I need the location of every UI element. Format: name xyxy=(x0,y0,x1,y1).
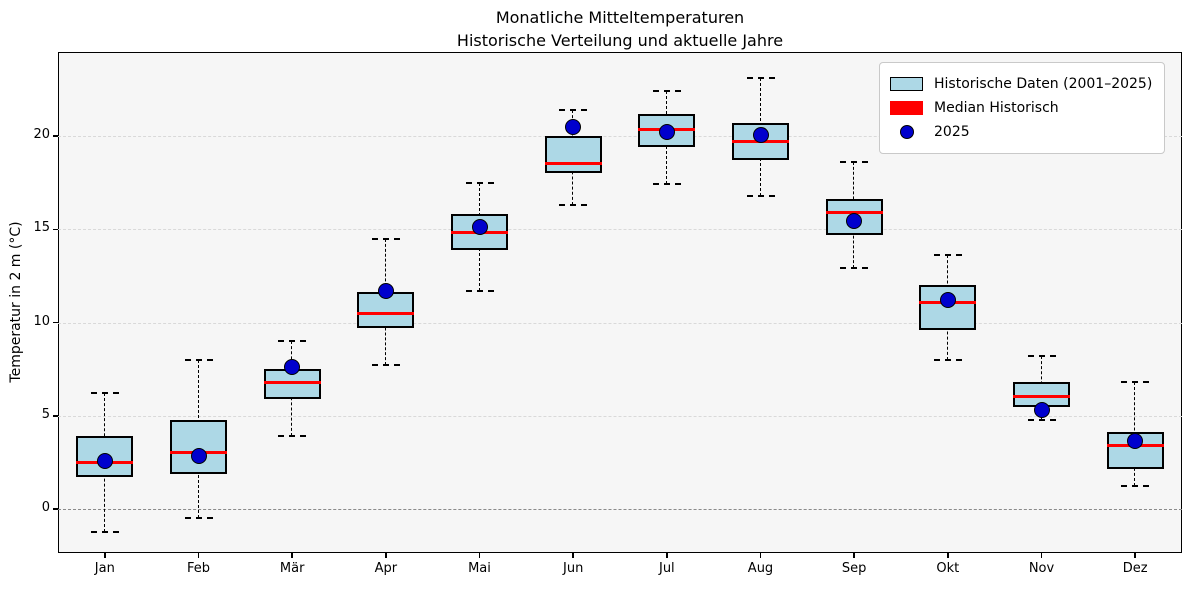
x-tick-label: Sep xyxy=(841,561,867,576)
data-point-2025 xyxy=(846,212,863,229)
whisker-cap-bottom xyxy=(278,435,307,438)
whisker-cap-top xyxy=(840,161,869,164)
x-tick-label: Nov xyxy=(1028,561,1055,576)
whisker-cap-bottom xyxy=(371,364,400,367)
data-point-2025 xyxy=(96,452,113,469)
data-point-2025 xyxy=(752,127,769,144)
gridline xyxy=(58,415,1182,417)
data-point-2025 xyxy=(377,282,394,299)
y-tick-label: 0 xyxy=(41,500,50,516)
chart-title: Monatliche Mitteltemperaturen xyxy=(495,8,745,27)
whisker-cap-top xyxy=(933,254,962,257)
median-line xyxy=(544,162,602,166)
whisker-cap-bottom xyxy=(184,517,213,520)
whisker-cap-bottom xyxy=(90,530,119,533)
y-tick-label: 20 xyxy=(33,126,50,142)
whisker-cap-top xyxy=(278,340,307,343)
median-line xyxy=(1013,394,1070,398)
median-line xyxy=(357,311,415,315)
x-tick xyxy=(1134,553,1136,558)
whisker-cap-top xyxy=(465,181,494,184)
x-tick xyxy=(572,553,574,558)
x-tick-label: Feb xyxy=(186,561,211,576)
data-point-2025 xyxy=(1127,433,1144,450)
x-tick-label: Jul xyxy=(658,561,675,576)
data-point-2025 xyxy=(471,219,488,236)
chart-title-block: Monatliche Mitteltemperaturen Historisch… xyxy=(58,6,1182,52)
gridline xyxy=(58,229,1182,231)
data-point-2025 xyxy=(565,118,582,135)
x-tick-label: Okt xyxy=(936,561,960,576)
y-tick xyxy=(53,508,58,510)
whisker-cap-bottom xyxy=(933,358,962,361)
data-point-2025 xyxy=(939,292,956,309)
x-tick-label: Jun xyxy=(563,561,584,576)
gridline xyxy=(58,135,1182,137)
x-tick-label: Aug xyxy=(747,561,774,576)
legend-item-2025: 2025 xyxy=(890,120,1152,144)
x-tick xyxy=(1040,553,1043,558)
y-tick xyxy=(53,415,58,417)
whisker-cap-top xyxy=(1027,355,1056,358)
whisker-cap-top xyxy=(90,392,119,395)
chart-subtitle: Historische Verteilung und aktuelle Jahr… xyxy=(456,31,784,50)
whisker-cap-bottom xyxy=(465,289,494,292)
box xyxy=(544,135,602,174)
legend: Historische Daten (2001–2025) Median His… xyxy=(879,62,1166,154)
data-point-2025 xyxy=(1033,402,1050,419)
legend-item-historical: Historische Daten (2001–2025) xyxy=(890,72,1152,96)
box xyxy=(170,419,227,474)
legend-item-median: Median Historisch xyxy=(890,96,1152,120)
x-tick xyxy=(666,553,668,558)
y-axis-label: Temperatur in 2 m (°C) xyxy=(8,221,24,383)
data-point-2025 xyxy=(658,124,675,141)
data-point-2025 xyxy=(284,359,301,376)
x-tick xyxy=(291,553,293,558)
zero-reference-line xyxy=(58,509,1182,511)
data-point-2025 xyxy=(190,447,207,464)
whisker-cap-top xyxy=(184,358,213,361)
whisker-cap-bottom xyxy=(746,194,775,197)
whisker-cap-bottom xyxy=(559,204,588,206)
x-tick-label: Mär xyxy=(279,561,305,576)
dot-2025-swatch-icon xyxy=(900,125,914,139)
x-tick xyxy=(197,553,200,558)
whisker-cap-top xyxy=(746,77,775,80)
y-tick xyxy=(53,228,58,230)
legend-label-historical: Historische Daten (2001–2025) xyxy=(934,76,1153,92)
whisker-cap-top xyxy=(371,237,400,240)
whisker-cap-bottom xyxy=(840,267,869,270)
whisker-cap-top xyxy=(1121,381,1150,384)
y-tick xyxy=(53,321,58,324)
whisker-cap-bottom xyxy=(1121,484,1150,487)
median-line xyxy=(263,380,321,384)
x-tick xyxy=(478,553,481,558)
x-tick-label: Apr xyxy=(374,561,398,576)
box xyxy=(825,199,883,235)
x-tick-label: Jan xyxy=(94,561,115,576)
y-tick xyxy=(53,135,58,137)
whisker-cap-bottom xyxy=(1027,418,1056,421)
legend-label-median: Median Historisch xyxy=(934,100,1059,116)
x-tick xyxy=(947,553,949,558)
historical-box-swatch-icon xyxy=(890,77,923,91)
x-tick-label: Dez xyxy=(1122,561,1148,576)
x-tick xyxy=(853,553,855,558)
y-tick-label: 10 xyxy=(33,313,50,329)
gridline xyxy=(58,322,1182,324)
y-tick-label: 5 xyxy=(41,406,50,422)
y-tick-label: 15 xyxy=(33,220,50,236)
x-tick xyxy=(104,553,106,558)
median-swatch-icon xyxy=(890,101,923,115)
legend-label-2025: 2025 xyxy=(934,124,970,140)
x-tick xyxy=(385,553,387,558)
median-line xyxy=(825,210,883,214)
whisker-cap-top xyxy=(652,90,681,93)
whisker-cap-top xyxy=(559,108,588,111)
x-tick-label: Mai xyxy=(468,561,491,576)
x-tick xyxy=(759,553,762,558)
whisker-cap-bottom xyxy=(652,183,681,186)
